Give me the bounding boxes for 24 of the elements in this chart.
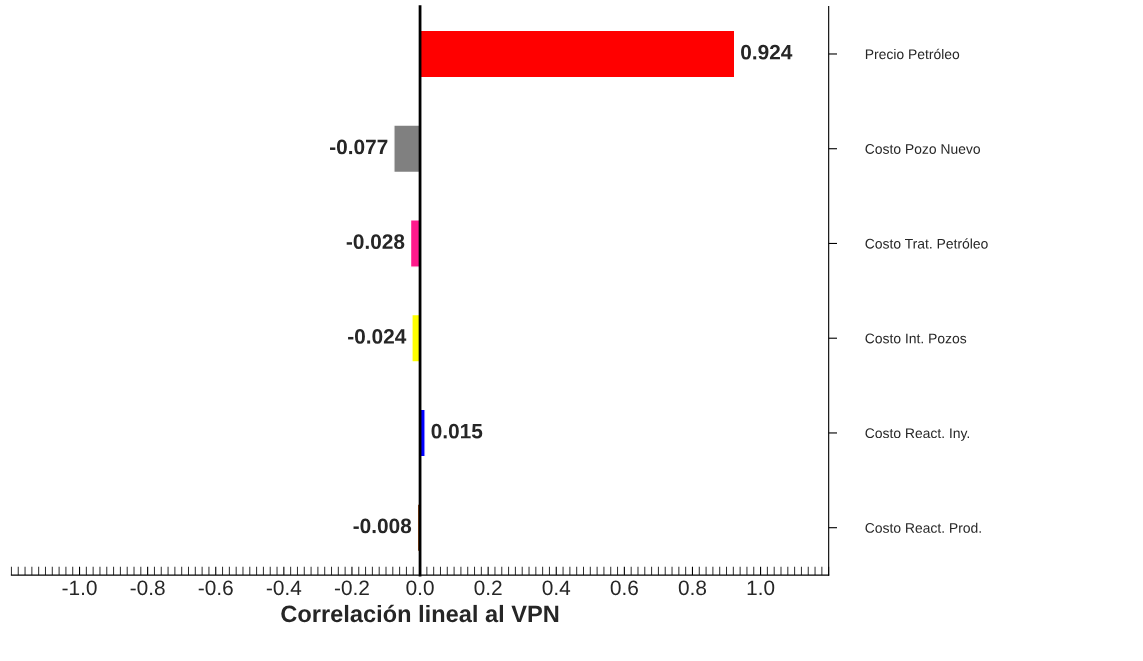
x-tick-label: 0.0 <box>406 580 434 596</box>
x-axis-title: Correlación lineal al VPN <box>281 604 559 623</box>
data-label: -0.024 <box>348 329 407 344</box>
y-tick-label: Costo Int. Pozos <box>865 333 967 344</box>
x-tick-label: 0.6 <box>610 580 638 596</box>
data-label: -0.008 <box>353 518 412 534</box>
x-tick-label: -0.8 <box>130 580 165 596</box>
data-label: 0.015 <box>431 423 483 439</box>
y-tick-label: Costo Pozo Nuevo <box>865 144 981 154</box>
data-label: -0.077 <box>330 139 388 155</box>
x-tick-label: -0.6 <box>198 580 233 596</box>
y-tick-label: Costo Trat. Petróleo <box>865 238 988 249</box>
y-tick-label: Costo React. Iny. <box>865 428 970 441</box>
y-tick-label: Costo React. Prod. <box>865 522 981 533</box>
x-tick-label: 1.0 <box>747 580 775 596</box>
x-tick-label: -0.4 <box>266 580 302 596</box>
y-tick-label: Precio Petróleo <box>865 48 960 60</box>
x-tick-label: 0.8 <box>678 580 707 596</box>
x-tick-label: 0.2 <box>474 580 502 596</box>
x-tick-label: -1.0 <box>62 580 97 596</box>
data-label: 0.924 <box>741 44 793 60</box>
x-tick-label: -0.2 <box>334 580 369 596</box>
x-tick-label: 0.4 <box>542 580 571 596</box>
data-label: -0.028 <box>346 234 405 250</box>
